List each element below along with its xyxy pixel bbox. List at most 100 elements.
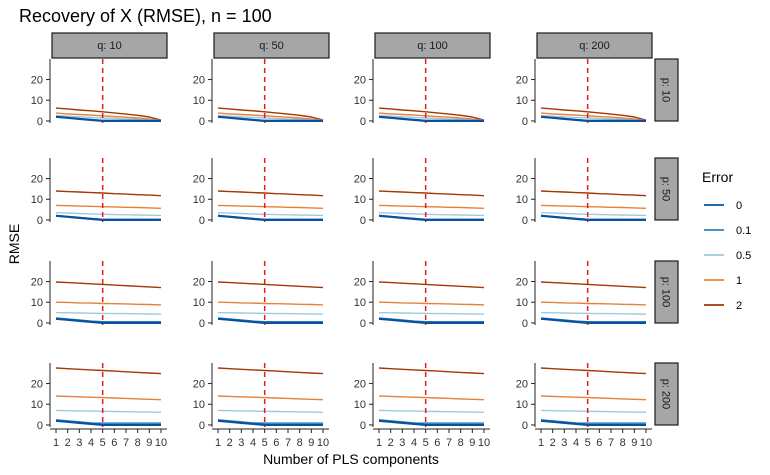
col-strip-label-2: q: 50	[259, 40, 283, 52]
y-tick-label: 0	[360, 318, 366, 330]
y-tick-label: 0	[360, 215, 366, 227]
series-line-error-1	[378, 204, 485, 209]
series-line-error-1	[55, 112, 162, 121]
series-line-error-0	[540, 214, 646, 221]
panel-r1-c4: 0 10 20	[516, 59, 647, 128]
series-line-error-0	[217, 317, 323, 324]
y-tick-label: 20	[516, 379, 528, 391]
legend-label-error-2: 2	[736, 300, 742, 312]
col-strip-3	[374, 32, 491, 59]
x-tick-label: 8	[297, 437, 303, 449]
x-tick-label: 9	[146, 437, 152, 449]
series-line-error-0.5	[55, 311, 162, 315]
series-line-error-2	[55, 367, 162, 375]
y-tick-label: 0	[199, 116, 205, 128]
series-line-error-2	[378, 190, 485, 197]
series-line-error-0.5	[217, 409, 324, 413]
x-tick-label: 10	[640, 437, 652, 449]
series-line-error-0	[378, 214, 484, 221]
y-tick-label: 10	[193, 194, 205, 206]
x-tick-label: 9	[631, 437, 637, 449]
x-tick-label: 3	[238, 437, 244, 449]
series-line-error-2	[217, 281, 324, 289]
row-strip-1	[654, 58, 679, 122]
x-axis-title: Number of PLS components	[263, 451, 439, 467]
series-line-error-1	[540, 395, 647, 401]
panel-r3-c4: 0 10 20	[516, 261, 647, 330]
y-tick-label: 20	[354, 379, 366, 391]
x-tick-label: 7	[285, 437, 291, 449]
y-tick-label: 0	[37, 420, 43, 432]
x-tick-label: 4	[88, 437, 94, 449]
x-tick-label: 1	[376, 437, 382, 449]
x-tick-label: 10	[155, 437, 167, 449]
series-line-error-1	[540, 204, 647, 209]
x-tick-label: 6	[273, 437, 279, 449]
series-line-error-2	[378, 367, 485, 375]
panel-r2-c2: 0 10 20	[193, 158, 324, 227]
x-tick-label: 6	[111, 437, 117, 449]
y-tick-label: 0	[199, 318, 205, 330]
x-tick-label: 6	[596, 437, 602, 449]
series-line-error-0	[217, 115, 323, 123]
series-line-error-2	[55, 281, 162, 289]
y-tick-label: 20	[516, 277, 528, 289]
series-line-error-2	[217, 190, 324, 197]
legend-label-error-0.1: 0.1	[736, 225, 751, 237]
series-line-error-2	[540, 367, 647, 375]
panel-r3-c3: 0 10 20	[354, 261, 485, 330]
series-line-error-1	[378, 301, 485, 306]
series-line-error-0	[540, 317, 646, 324]
x-tick-label: 3	[76, 437, 82, 449]
y-tick-label: 10	[31, 399, 43, 411]
col-strip-4	[536, 32, 653, 59]
x-tick-label: 5	[423, 437, 429, 449]
series-line-error-1	[378, 395, 485, 401]
series-line-error-0.5	[55, 114, 162, 122]
y-tick-label: 10	[516, 399, 528, 411]
series-line-error-1	[217, 112, 324, 121]
x-tick-label: 10	[317, 437, 329, 449]
series-line-error-0.5	[540, 409, 647, 413]
series-line-error-1	[540, 112, 647, 121]
x-tick-label: 5	[585, 437, 591, 449]
x-tick-label: 4	[250, 437, 256, 449]
y-tick-label: 10	[354, 95, 366, 107]
y-tick-label: 20	[193, 75, 205, 87]
y-tick-label: 10	[31, 95, 43, 107]
y-tick-label: 0	[37, 215, 43, 227]
series-line-error-0.5	[378, 212, 485, 217]
legend-title: Error	[702, 169, 733, 185]
panel-r3-c1: 0 10 20	[31, 261, 162, 330]
y-tick-label: 0	[522, 318, 528, 330]
legend-label-error-0.5: 0.5	[736, 250, 751, 262]
y-tick-label: 10	[31, 297, 43, 309]
y-tick-label: 20	[354, 277, 366, 289]
col-strip-label-3: q: 100	[417, 40, 448, 52]
series-line-error-0	[217, 214, 323, 221]
series-line-error-2	[540, 107, 647, 121]
panel-r2-c1: 0 10 20	[31, 158, 162, 227]
x-tick-label: 2	[65, 437, 71, 449]
y-tick-label: 20	[31, 174, 43, 186]
series-line-error-0.5	[540, 311, 647, 315]
col-strip-2	[213, 32, 330, 59]
chart-title: Recovery of X (RMSE), n = 100	[19, 6, 272, 26]
series-line-error-0	[540, 115, 646, 123]
series-line-error-0	[55, 317, 161, 324]
y-tick-label: 0	[199, 215, 205, 227]
series-line-error-2	[378, 107, 485, 121]
series-line-error-0.5	[378, 311, 485, 315]
row-strip-4	[654, 362, 679, 426]
series-line-error-1	[55, 204, 162, 209]
series-line-error-0.5	[378, 409, 485, 413]
series-line-error-2	[55, 190, 162, 197]
series-line-error-0	[217, 419, 323, 426]
y-tick-label: 0	[199, 420, 205, 432]
legend-label-error-1: 1	[736, 275, 742, 287]
